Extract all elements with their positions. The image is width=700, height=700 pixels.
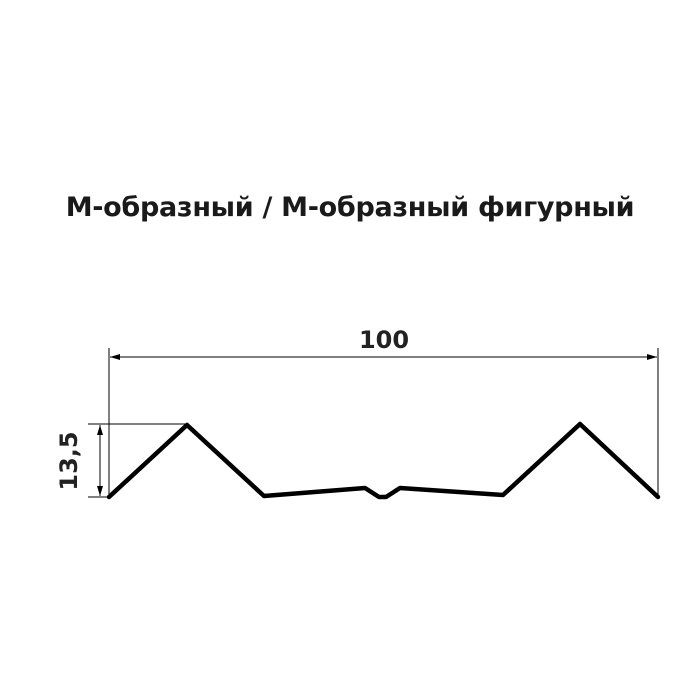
diagram-title: М-образный / М-образный фигурный [65, 192, 635, 223]
width-label: 100 [359, 326, 409, 354]
height-label: 13,5 [55, 431, 83, 490]
m-profile-outline [106, 421, 661, 500]
